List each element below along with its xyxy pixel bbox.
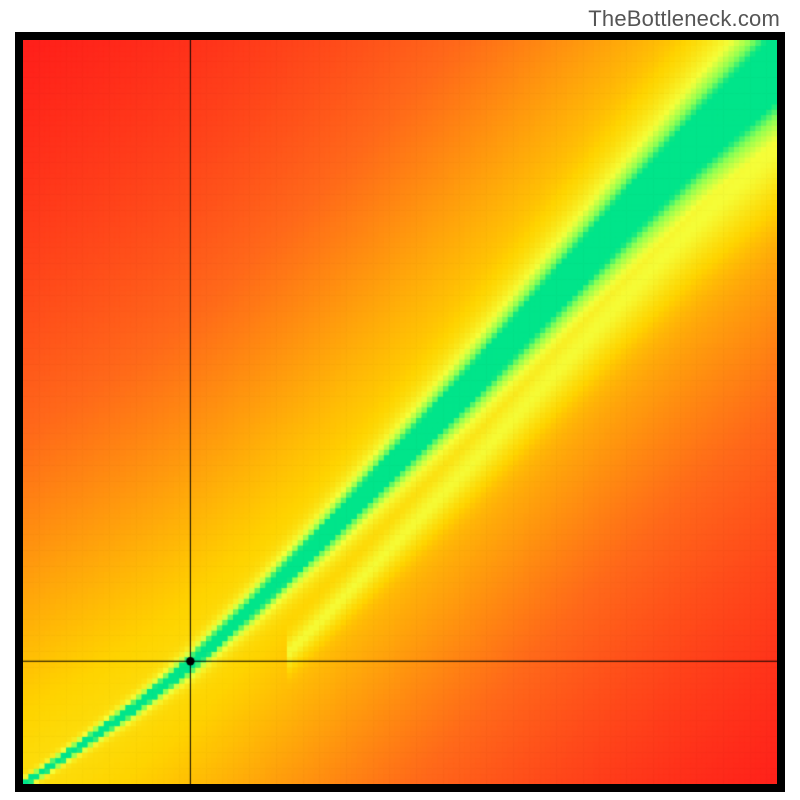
plot-border [15, 32, 785, 792]
heatmap-canvas-wrap [23, 40, 777, 784]
bottleneck-heatmap [23, 40, 777, 784]
attribution-text: TheBottleneck.com [588, 6, 780, 32]
figure-container: TheBottleneck.com [0, 0, 800, 800]
